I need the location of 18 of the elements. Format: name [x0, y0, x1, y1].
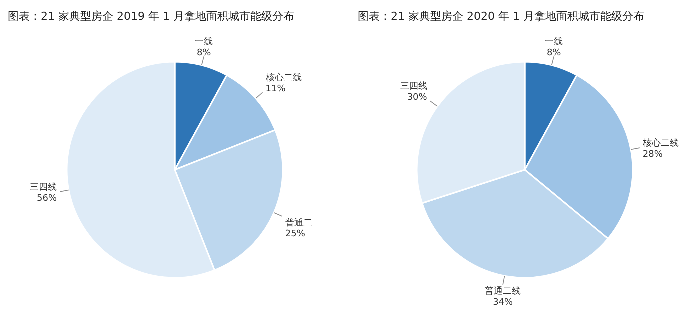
slice-label: 三四线	[400, 81, 428, 92]
data-label: 34%	[493, 298, 514, 308]
data-label: 8%	[546, 48, 562, 59]
slice-label: 核心二线	[264, 72, 302, 84]
chart-title: 图表：21 家典型房企 2019 年 1 月拿地面积城市能级分布	[8, 10, 294, 23]
slice-label: 三四线	[30, 182, 58, 193]
chart-title: 图表：21 家典型房企 2020 年 1 月拿地面积城市能级分布	[358, 10, 644, 23]
data-label: 30%	[407, 93, 428, 104]
slice-label: 普通二线	[485, 286, 522, 297]
data-label: 25%	[285, 229, 306, 240]
data-label: 28%	[642, 150, 664, 160]
slice-label: 一线	[195, 36, 214, 48]
data-label: 8%	[196, 48, 212, 59]
data-label: 11%	[266, 84, 286, 95]
slice-label: 一线	[545, 36, 564, 48]
slice-label: 普通二	[285, 217, 312, 228]
slice-label: 核心二线	[642, 138, 679, 150]
data-label: 56%	[37, 194, 58, 204]
